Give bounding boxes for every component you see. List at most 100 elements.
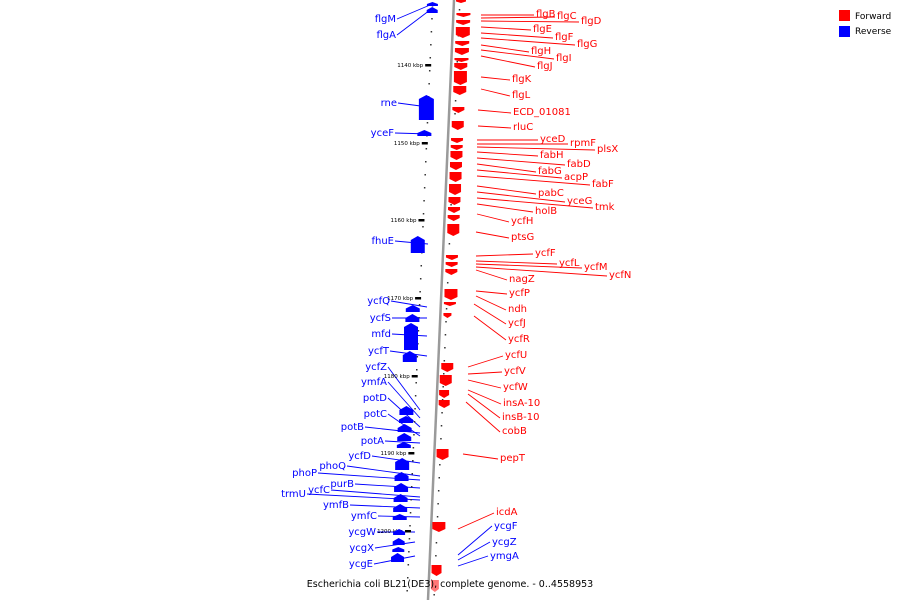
- forward-gene-label[interactable]: ptsG: [511, 232, 534, 243]
- track-dot: [413, 421, 416, 423]
- reverse-gene-label[interactable]: ycgE: [349, 559, 373, 570]
- reverse-gene-label[interactable]: ycgZ: [492, 537, 517, 548]
- reverse-gene-label[interactable]: fhuE: [371, 236, 394, 247]
- forward-gene-leader-line: [480, 32, 554, 39]
- forward-gene-label[interactable]: yceD: [540, 134, 566, 145]
- tick-label: 1140 kbp: [397, 63, 423, 69]
- forward-gene-label[interactable]: flgC: [557, 11, 577, 22]
- forward-gene-label[interactable]: ECD_01081: [513, 107, 571, 118]
- reverse-gene-label[interactable]: purB: [330, 479, 354, 490]
- reverse-gene-label[interactable]: mfd: [371, 329, 391, 340]
- forward-gene-label[interactable]: cobB: [502, 426, 527, 437]
- forward-gene-label[interactable]: flgD: [581, 16, 602, 27]
- reverse-gene-label[interactable]: ycfC: [308, 485, 330, 496]
- forward-gene-label[interactable]: ycfW: [503, 382, 528, 393]
- reverse-gene-label[interactable]: ycgF: [494, 521, 518, 532]
- forward-gene-label[interactable]: ycfR: [508, 334, 530, 345]
- reverse-gene-label[interactable]: ycfT: [368, 346, 390, 357]
- reverse-gene-label[interactable]: trmU: [281, 489, 306, 500]
- forward-gene-label[interactable]: ycfU: [505, 350, 527, 361]
- reverse-gene-feature: [394, 472, 409, 481]
- reverse-gene-label[interactable]: phoQ: [319, 461, 346, 472]
- reverse-gene-label[interactable]: ycgW: [348, 527, 376, 538]
- forward-gene-leader-line: [476, 146, 596, 151]
- track-dot: [416, 356, 419, 358]
- track-dot: [441, 412, 443, 414]
- reverse-gene-label[interactable]: phoP: [292, 468, 317, 479]
- track-dot: [430, 31, 433, 33]
- forward-gene-label[interactable]: nagZ: [509, 274, 535, 285]
- forward-gene-label[interactable]: ycfM: [584, 262, 608, 273]
- forward-gene-label[interactable]: flgF: [555, 32, 574, 43]
- reverse-gene-label[interactable]: potB: [341, 422, 364, 433]
- forward-gene-label[interactable]: ycfV: [504, 366, 526, 377]
- forward-gene-label[interactable]: pabC: [538, 188, 564, 199]
- forward-gene-label[interactable]: fabF: [592, 179, 614, 190]
- reverse-gene-leader-line: [387, 381, 421, 419]
- reverse-gene-label[interactable]: potD: [363, 393, 387, 404]
- forward-gene-label[interactable]: flgH: [531, 46, 551, 57]
- track-dot: [414, 395, 417, 397]
- forward-gene-label[interactable]: plsX: [597, 144, 618, 155]
- forward-gene-label[interactable]: flgG: [577, 39, 597, 50]
- forward-gene-label[interactable]: insB-10: [502, 412, 540, 423]
- reverse-gene-label[interactable]: potA: [361, 436, 384, 447]
- forward-gene-label[interactable]: insA-10: [503, 398, 540, 409]
- reverse-gene-label[interactable]: rne: [381, 98, 397, 109]
- forward-gene-label[interactable]: flgB: [536, 9, 556, 20]
- reverse-gene-label[interactable]: ycfS: [370, 313, 391, 324]
- forward-gene-label[interactable]: holB: [535, 206, 557, 217]
- forward-gene-label[interactable]: ndh: [508, 304, 527, 315]
- forward-gene-feature: [448, 197, 461, 205]
- reverse-gene-label[interactable]: ymfA: [361, 377, 387, 388]
- forward-gene-label[interactable]: flgK: [512, 74, 532, 85]
- forward-gene-label[interactable]: flgJ: [537, 61, 553, 72]
- reverse-gene-feature: [417, 130, 432, 136]
- forward-gene-label[interactable]: ycfJ: [508, 318, 526, 329]
- forward-gene-label[interactable]: rpmF: [570, 138, 596, 149]
- track-dot: [413, 434, 415, 436]
- track-dot: [410, 486, 413, 488]
- reverse-gene-label[interactable]: ycfQ: [367, 296, 390, 307]
- reverse-gene-label[interactable]: flgA: [377, 30, 397, 41]
- forward-gene-label[interactable]: acpP: [564, 172, 588, 183]
- forward-gene-label[interactable]: flgI: [556, 53, 572, 64]
- forward-gene-leader-line: [480, 16, 556, 19]
- forward-gene-leader-line: [476, 197, 594, 209]
- forward-gene-label[interactable]: ycfF: [535, 248, 556, 259]
- forward-gene-leader-line: [480, 26, 532, 31]
- track-dot: [444, 347, 446, 349]
- reverse-gene-label[interactable]: potC: [364, 409, 387, 420]
- forward-gene-label[interactable]: flgE: [533, 24, 552, 35]
- forward-gene-label[interactable]: ycfL: [559, 258, 580, 269]
- forward-gene-label[interactable]: flgL: [512, 90, 531, 101]
- reverse-gene-label[interactable]: ymfB: [323, 500, 349, 511]
- track-dot: [412, 460, 414, 462]
- reverse-gene-feature: [393, 529, 406, 535]
- forward-gene-label[interactable]: pepT: [500, 453, 526, 464]
- track-dot: [426, 122, 429, 124]
- forward-gene-label[interactable]: fabD: [567, 159, 591, 170]
- forward-gene-label[interactable]: icdA: [496, 507, 518, 518]
- forward-gene-label[interactable]: ycfH: [511, 216, 533, 227]
- track-dot: [406, 577, 409, 579]
- reverse-gene-label[interactable]: ycgX: [349, 543, 374, 554]
- reverse-gene-label[interactable]: yceF: [371, 128, 395, 139]
- reverse-gene-label[interactable]: ymfC: [351, 511, 377, 522]
- forward-gene-leader-line: [476, 203, 534, 213]
- forward-gene-label[interactable]: ycfN: [609, 270, 631, 281]
- reverse-gene-label[interactable]: flgM: [375, 14, 396, 25]
- forward-gene-feature: [450, 145, 463, 150]
- forward-gene-label[interactable]: tmk: [595, 202, 615, 213]
- forward-gene-label[interactable]: fabH: [540, 150, 564, 161]
- forward-gene-label[interactable]: ycfP: [509, 288, 530, 299]
- forward-gene-label[interactable]: rluC: [513, 122, 533, 133]
- tick-mark: [408, 452, 415, 455]
- forward-gene-feature: [454, 63, 468, 70]
- reverse-gene-feature: [393, 494, 408, 502]
- forward-gene-label[interactable]: yceG: [567, 196, 592, 207]
- reverse-gene-label[interactable]: ycfZ: [365, 362, 387, 373]
- forward-gene-label[interactable]: fabG: [538, 166, 562, 177]
- reverse-gene-label[interactable]: ycfD: [348, 451, 371, 462]
- reverse-gene-label[interactable]: ymgA: [490, 551, 519, 562]
